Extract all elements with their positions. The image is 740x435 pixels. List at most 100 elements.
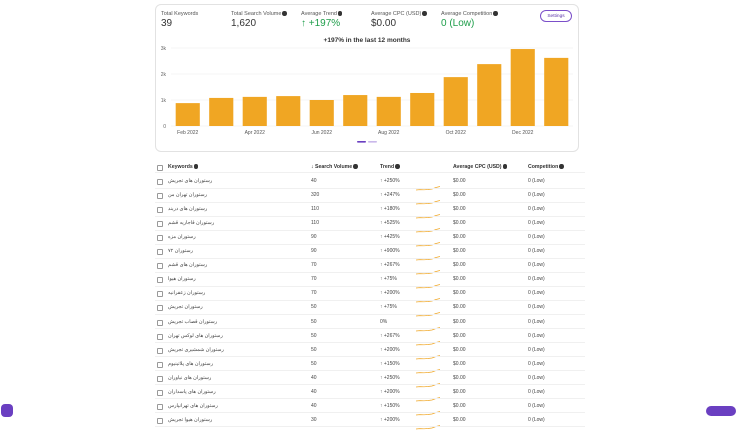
keyword[interactable]: رستوران های پاسداران	[168, 388, 216, 395]
keyword[interactable]: رستوران تهران من	[168, 192, 207, 199]
competition: 0 (Low)	[528, 332, 545, 339]
competition: 0 (Low)	[528, 248, 545, 255]
keyword[interactable]: رستوران شمشیری تجریش	[168, 346, 224, 353]
row-checkbox[interactable]	[157, 361, 163, 368]
cpc: $0.00	[453, 304, 466, 311]
search-volume: 40	[311, 402, 317, 409]
keyword[interactable]: رستوران قاجاریه قشم	[168, 220, 215, 227]
row-line	[155, 384, 585, 386]
row-checkbox[interactable]	[157, 179, 163, 185]
stat-label: Total Search Volume	[231, 11, 287, 17]
keyword[interactable]: رستوران هیوا	[168, 276, 196, 283]
trend-value: +425%	[383, 234, 400, 241]
search-volume: 320	[311, 192, 320, 199]
trend: ↑ +250%	[380, 375, 400, 381]
cpc: $0.00	[453, 178, 466, 184]
row-checkbox[interactable]	[157, 221, 163, 228]
keyword[interactable]: رستوران ۷۲	[168, 248, 193, 255]
trend: ↑ +247%	[380, 192, 400, 198]
trend: ↑ +200%	[380, 417, 400, 423]
toolbar-pill[interactable]	[706, 406, 736, 416]
trend: ↑ +200%	[380, 290, 400, 296]
cpc: $0.00	[453, 220, 466, 227]
trend: ↑ +75%	[380, 304, 397, 310]
row-checkbox[interactable]	[157, 277, 163, 284]
row-checkbox[interactable]	[157, 333, 163, 340]
row-checkbox[interactable]	[157, 193, 163, 200]
stat-value: ↑ +197%	[301, 18, 340, 29]
stat-value-text: 0 (Low)	[441, 18, 475, 29]
sparkline	[415, 234, 441, 247]
info-icon	[395, 164, 400, 169]
trend-value: +250%	[383, 178, 400, 184]
column-header[interactable]: ↓ Search Volume	[311, 164, 358, 170]
row-checkbox[interactable]	[157, 263, 163, 270]
settings-button[interactable]: Settings	[540, 10, 572, 22]
row-checkbox[interactable]	[157, 347, 163, 354]
bar	[309, 100, 334, 126]
stat-label-text: Average Trend	[301, 11, 337, 17]
row-checkbox[interactable]	[157, 291, 163, 298]
row-checkbox[interactable]	[157, 207, 163, 214]
trend: ↑ +267%	[380, 262, 400, 268]
bar	[510, 49, 535, 126]
sparkline	[415, 361, 441, 373]
pager-dot[interactable]	[368, 141, 377, 143]
stat-value-text: +197%	[308, 18, 341, 29]
competition: 0 (Low)	[528, 360, 545, 367]
info-icon	[193, 164, 199, 169]
keyword[interactable]: رستوران های تهرانپارس	[168, 402, 218, 409]
keyword[interactable]: رستوران قصاب تجریش	[168, 318, 218, 325]
keyword[interactable]: رستوران زعفرانیه	[168, 290, 206, 297]
column-header-text: Trend	[380, 164, 395, 170]
trend-arrow: ↑	[380, 360, 384, 367]
settings-label: Settings	[547, 14, 565, 19]
trend-value: +200%	[383, 388, 400, 395]
header-checkbox[interactable]	[157, 165, 163, 171]
competition: 0 (Low)	[528, 388, 545, 395]
chat-button[interactable]	[1, 404, 13, 417]
keyword[interactable]: رستوران های نیاوران	[168, 374, 212, 381]
row-checkbox[interactable]	[157, 305, 163, 312]
trend-value: +525%	[383, 220, 400, 227]
trend: ↑ +75%	[380, 276, 397, 282]
row-line	[155, 328, 585, 329]
keyword[interactable]: رستوران های تجریش	[168, 178, 213, 184]
row-checkbox[interactable]	[157, 249, 163, 256]
competition: 0 (Low)	[528, 318, 545, 325]
pager-dot[interactable]	[357, 141, 366, 143]
bar	[209, 97, 234, 126]
row-checkbox[interactable]	[157, 375, 163, 382]
sparkline	[415, 248, 441, 261]
search-volume: 50	[311, 346, 317, 353]
row-line	[155, 356, 585, 358]
row-checkbox[interactable]	[157, 319, 163, 326]
cpc: $0.00	[453, 346, 466, 353]
trend-arrow: ↑	[380, 192, 384, 199]
y-tick-label: 0	[163, 124, 166, 130]
cpc: $0.00	[453, 388, 466, 395]
bar	[410, 92, 435, 126]
keyword[interactable]: رستوران هیوا تجریش	[168, 416, 213, 423]
row-checkbox[interactable]	[157, 235, 163, 242]
keyword[interactable]: رستوران های قشم	[168, 262, 208, 269]
chart-title: +197% in the last 12 months	[324, 37, 411, 44]
keyword[interactable]: رستوران های پلاتینیوم	[168, 360, 213, 367]
row-checkbox[interactable]	[157, 403, 163, 410]
keyword[interactable]: رستوران های لوکس تهران	[168, 332, 223, 339]
keyword[interactable]: رستوران های دربند	[168, 206, 208, 213]
info-icon	[502, 164, 508, 169]
trend-value: +200%	[383, 416, 400, 423]
column-header-text: Competition	[528, 164, 559, 170]
keyword[interactable]: رستوران مزه	[168, 234, 196, 241]
trend-arrow: ↑	[380, 234, 384, 241]
row-checkbox[interactable]	[157, 389, 163, 396]
sparkline	[415, 403, 441, 416]
trend-value: +150%	[383, 402, 400, 409]
trend: ↑ +180%	[380, 206, 400, 212]
row-line	[155, 426, 585, 428]
trend-arrow: ↑	[380, 206, 384, 213]
keyword[interactable]: رستوران تجریش	[168, 304, 203, 311]
info-icon	[493, 11, 498, 16]
row-line	[155, 398, 585, 400]
